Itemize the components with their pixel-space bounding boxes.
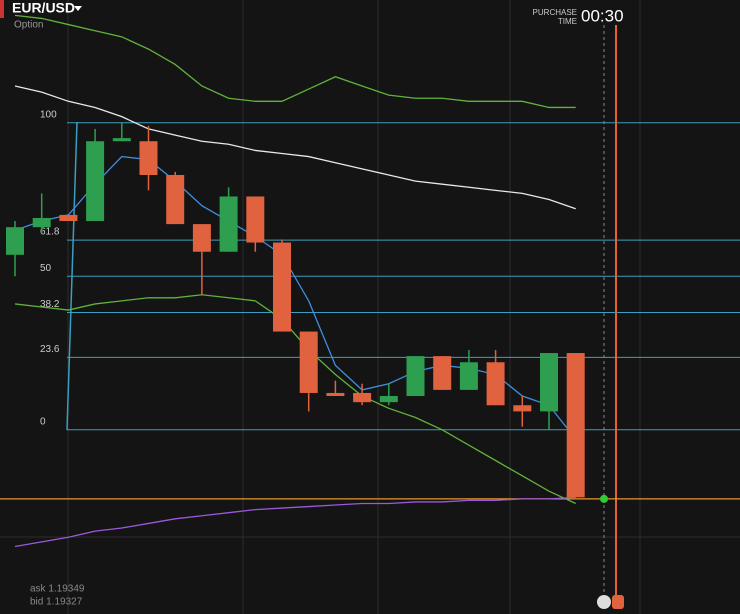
candle-body	[59, 214, 78, 222]
candle-body	[379, 396, 398, 403]
price-dot	[600, 494, 608, 503]
fib-anchor	[66, 121, 78, 431]
pair[interactable]: EUR/USD	[12, 0, 75, 16]
candle-body	[299, 331, 318, 393]
indicator-line	[14, 14, 576, 109]
candle-body	[406, 356, 425, 397]
fib-label: 38.2	[40, 299, 60, 310]
indicator-line	[14, 294, 576, 505]
expiry-icon[interactable]	[612, 595, 624, 609]
pair-dropdown[interactable]	[74, 6, 82, 11]
candle-body	[192, 224, 211, 252]
fib-label: 50	[40, 263, 52, 274]
candle-body	[353, 392, 372, 403]
candle-body	[139, 141, 158, 175]
candle-body	[273, 242, 291, 332]
indicator-line	[14, 155, 577, 440]
fib-label: 100	[40, 109, 57, 120]
candle-body	[513, 405, 532, 412]
candle-body	[246, 196, 265, 243]
fib-label: 61.8	[40, 227, 60, 238]
flag	[0, 0, 4, 18]
candle-body	[326, 392, 345, 397]
candle-body	[219, 196, 238, 252]
indicator-line	[14, 496, 576, 548]
candle-body	[566, 353, 585, 498]
bid: bid 1.19327	[30, 597, 83, 608]
candle-body	[433, 356, 452, 390]
ask: ask 1.19349	[30, 584, 85, 595]
candle-body	[86, 141, 105, 222]
candle-body	[6, 227, 24, 255]
candle-body	[166, 174, 185, 225]
candle-body	[459, 362, 478, 390]
candle-body	[486, 362, 505, 406]
purchase-label: PURCHASE	[533, 8, 577, 17]
timer: 00:30	[581, 6, 624, 25]
indicator-line	[14, 85, 576, 210]
purchase-label: TIME	[558, 17, 577, 26]
candle-body	[32, 217, 51, 228]
fib-label: 23.6	[40, 344, 60, 355]
candle-body	[540, 353, 558, 412]
fib-label: 0	[40, 416, 46, 427]
candle-body	[112, 138, 131, 142]
timer-icon[interactable]	[597, 595, 611, 609]
subtitle: Option	[14, 20, 43, 31]
